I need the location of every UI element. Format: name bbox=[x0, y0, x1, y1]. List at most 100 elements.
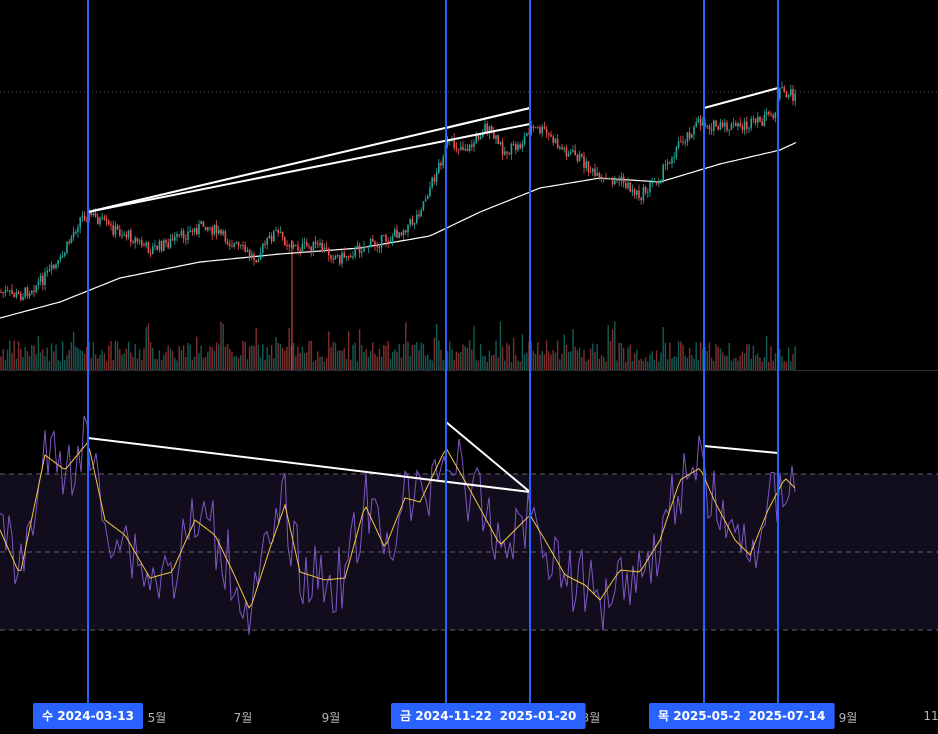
volume-bar bbox=[486, 361, 488, 370]
volume-bar bbox=[167, 345, 169, 370]
volume-bar bbox=[682, 344, 684, 370]
marker-date-badge[interactable]: 2025-01-20 bbox=[490, 703, 586, 729]
candle-body bbox=[147, 242, 150, 254]
volume-bar bbox=[688, 347, 691, 370]
volume-bar bbox=[787, 347, 790, 370]
candle-body bbox=[589, 171, 592, 173]
volume-bar bbox=[50, 343, 53, 370]
candle-body bbox=[609, 178, 612, 180]
candle-body bbox=[46, 270, 48, 273]
volume-bar bbox=[497, 357, 499, 370]
volume-bar bbox=[174, 357, 176, 370]
candle-body bbox=[541, 126, 543, 134]
volume-bar bbox=[26, 351, 29, 370]
marker-date-badge[interactable]: 2025-07-14 bbox=[739, 703, 835, 729]
candle-body bbox=[231, 245, 233, 247]
trend-lines[interactable] bbox=[87, 87, 779, 493]
volume-bar bbox=[479, 343, 482, 370]
volume-bar bbox=[200, 345, 202, 370]
volume-bar bbox=[389, 358, 392, 370]
volume-bar bbox=[156, 359, 158, 370]
volume-bar bbox=[790, 361, 792, 370]
candle-body bbox=[174, 236, 176, 241]
volume-bar bbox=[574, 346, 576, 370]
volume-bar bbox=[361, 345, 363, 370]
volume-bar bbox=[121, 354, 123, 370]
candle-body bbox=[486, 123, 488, 134]
candle-body bbox=[336, 255, 339, 257]
candle-body bbox=[248, 250, 251, 257]
volume-bar bbox=[20, 348, 22, 370]
candle-body bbox=[385, 235, 387, 242]
candle-body bbox=[389, 240, 392, 243]
candle-body bbox=[0, 292, 2, 293]
volume-bar bbox=[251, 345, 253, 370]
candle-body bbox=[479, 136, 482, 140]
candle-body bbox=[275, 230, 277, 232]
volume-bar bbox=[490, 355, 493, 370]
volume-bar bbox=[0, 356, 2, 370]
candle-body bbox=[429, 187, 431, 196]
candle-body bbox=[572, 150, 574, 152]
candle-body bbox=[724, 122, 726, 127]
volume-bar bbox=[141, 360, 143, 370]
volume-bar bbox=[191, 360, 194, 370]
candle-body bbox=[614, 180, 616, 185]
volume-bar bbox=[347, 331, 350, 370]
volume-bar bbox=[702, 348, 704, 370]
volume-bar bbox=[178, 346, 180, 370]
candle-body bbox=[629, 182, 631, 192]
volume-bar bbox=[743, 353, 746, 370]
candle-body bbox=[281, 232, 284, 238]
volume-bar bbox=[209, 346, 211, 370]
volume-bar bbox=[343, 348, 345, 370]
volume-bar bbox=[143, 348, 145, 370]
volume-bar bbox=[669, 342, 671, 370]
volume-bar bbox=[636, 349, 638, 370]
volume-bar bbox=[409, 356, 411, 370]
volume-bar bbox=[614, 321, 616, 370]
candle-body bbox=[677, 141, 680, 147]
badge-date: 2024-03-13 bbox=[57, 709, 134, 723]
candle-body bbox=[301, 243, 304, 252]
candle-body bbox=[79, 217, 81, 228]
candle-body bbox=[299, 250, 301, 252]
volume-bar bbox=[649, 354, 651, 370]
volume-bar bbox=[735, 357, 737, 370]
candle-body bbox=[545, 128, 548, 134]
volume-bar bbox=[28, 356, 31, 370]
volume-bar bbox=[308, 341, 310, 370]
volume-bar bbox=[761, 361, 763, 370]
marker-lines[interactable] bbox=[87, 0, 779, 703]
volume-bar bbox=[781, 356, 783, 370]
badge-weekday: 금 bbox=[400, 709, 412, 723]
candle-body bbox=[66, 241, 68, 254]
candle-body bbox=[471, 144, 473, 147]
volume-bar bbox=[37, 336, 40, 370]
candle-body bbox=[730, 123, 733, 130]
candle-body bbox=[475, 135, 477, 143]
volume-bar bbox=[303, 353, 306, 370]
candle-body bbox=[710, 129, 713, 131]
candle-body bbox=[233, 243, 235, 247]
candle-body bbox=[20, 293, 22, 300]
volume-bar bbox=[116, 341, 119, 370]
x-tick-label: 9월 bbox=[321, 711, 341, 725]
marker-date-badge[interactable]: 수 2024-03-13 bbox=[33, 703, 143, 729]
candle-body bbox=[83, 215, 86, 221]
candle-body bbox=[383, 235, 385, 237]
candle-body bbox=[405, 230, 407, 233]
marker-date-badge[interactable]: 금 2024-11-22 bbox=[391, 703, 501, 729]
volume-bar bbox=[407, 342, 409, 370]
x-tick-label: 5월 bbox=[147, 711, 167, 725]
candle-body bbox=[693, 126, 695, 135]
candle-body bbox=[460, 146, 462, 150]
trend-line bbox=[87, 123, 531, 213]
volume-bar bbox=[686, 357, 689, 370]
volume-bar bbox=[358, 329, 361, 370]
volume-bar bbox=[279, 343, 282, 370]
volume-bar bbox=[607, 324, 609, 370]
volume-bar bbox=[504, 360, 506, 370]
candle-body bbox=[112, 225, 114, 235]
